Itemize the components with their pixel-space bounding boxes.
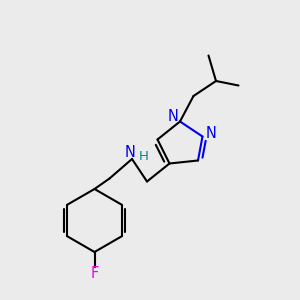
Text: N: N — [125, 145, 136, 160]
Text: H: H — [139, 149, 148, 163]
Text: N: N — [168, 109, 179, 124]
Text: N: N — [206, 126, 216, 141]
Text: F: F — [90, 266, 99, 281]
